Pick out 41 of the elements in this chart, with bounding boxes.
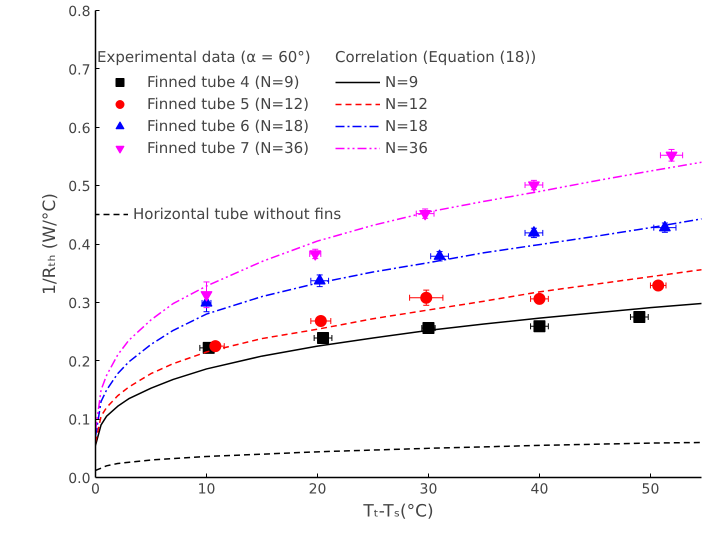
y-tick-label: 0.1 [68, 412, 90, 429]
y-tick-label: 0.7 [68, 62, 90, 78]
point [317, 332, 330, 344]
point [666, 152, 678, 162]
point [652, 279, 664, 292]
legend-label: Horizontal tube without fins [133, 204, 342, 225]
y-tick-label: 0.4 [68, 238, 91, 254]
point [422, 322, 434, 334]
legend-label: Finned tube 6 (N=18) [147, 116, 310, 137]
y-tick-label: 0.6 [68, 120, 91, 137]
y-tick-label: 0.0 [68, 471, 90, 487]
legend-label: N=36 [385, 138, 428, 159]
y-axis-title: 1/Rₜₕ (W/°C) [40, 193, 60, 295]
point [420, 292, 432, 304]
point [633, 310, 646, 323]
legend-label: Finned tube 7 (N=36) [147, 138, 310, 159]
text: Experimental data (α = 60°) [97, 48, 311, 66]
point [314, 315, 327, 328]
x-tick-label: 30 [420, 482, 438, 498]
x-tick-label: 20 [308, 482, 326, 498]
point [533, 292, 546, 305]
x-tick-label: 0 [91, 482, 100, 498]
y-tick-label: 0.8 [68, 4, 90, 20]
text: Correlation (Equation (18)) [335, 48, 536, 66]
point [533, 320, 546, 332]
x-tick-label: 40 [530, 482, 548, 498]
x-tick-label: 10 [198, 482, 216, 498]
y-tick-label: 0.3 [68, 296, 90, 312]
point [528, 181, 540, 192]
x-axis-title: Tₜ-Tₛ(°C) [362, 502, 434, 522]
point [209, 340, 222, 352]
point [200, 291, 212, 302]
legend-label: Finned tube 4 (N=9) [147, 72, 300, 93]
legend-label: N=9 [385, 72, 418, 93]
y-tick-label: 0.5 [68, 179, 90, 196]
x-tick-label: 50 [642, 482, 660, 498]
legend-label: Finned tube 5 (N=12) [147, 94, 310, 115]
y-tick-label: 0.2 [68, 354, 90, 370]
legend-label: N=12 [385, 94, 428, 115]
point [309, 250, 322, 261]
legend-label: N=18 [385, 116, 428, 137]
